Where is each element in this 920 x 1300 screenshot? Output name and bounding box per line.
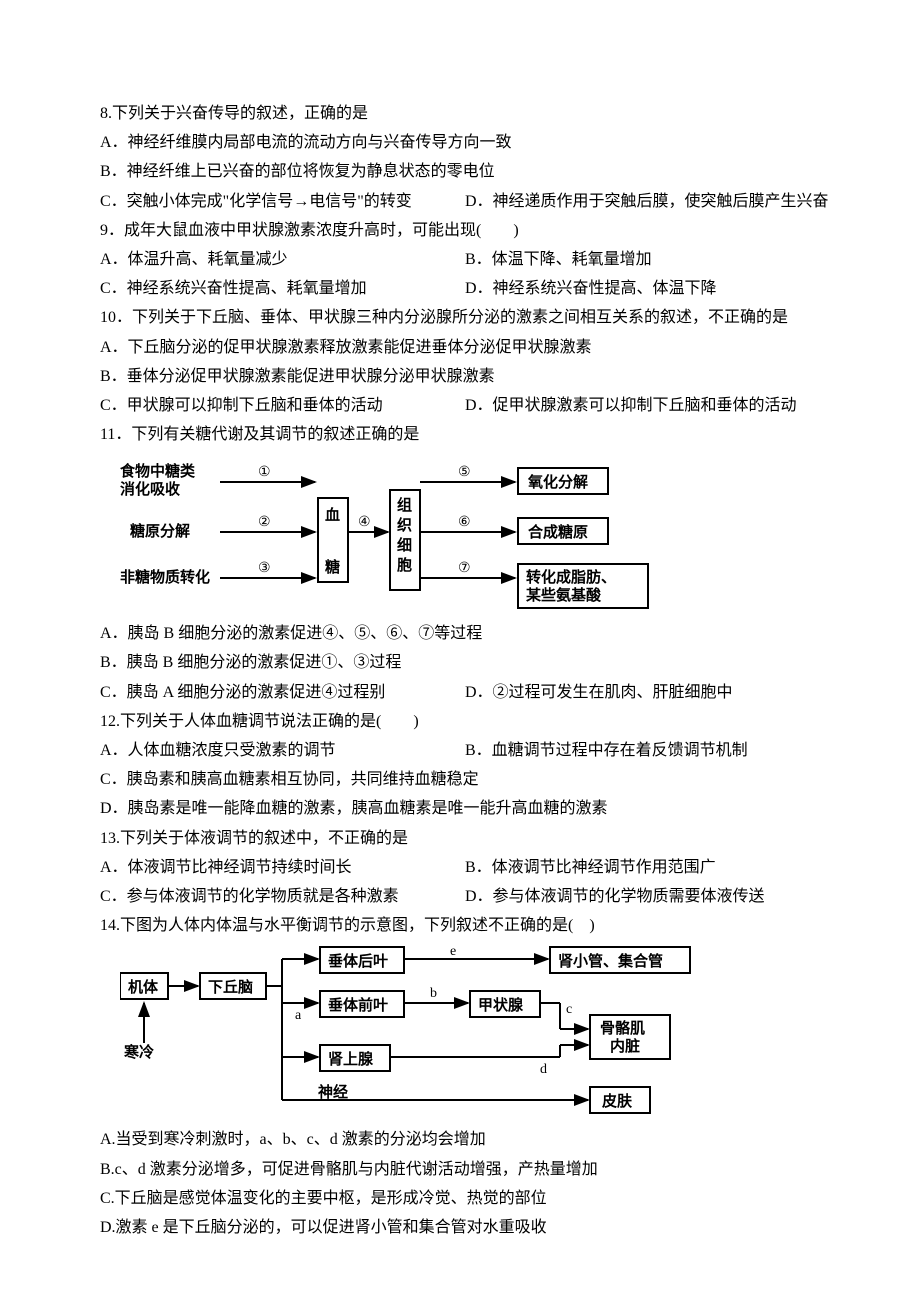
q8-opt-d: D．神经递质作用于突触后膜，使突触后膜产生兴奋 [465,188,830,215]
q14-opt-d: D.激素 e 是下丘脑分泌的，可以促进肾小管和集合管对水重吸收 [100,1214,830,1241]
q8-opt-c: C．突触小体完成"化学信号→电信号"的转变 [100,188,465,215]
svg-text:②: ② [258,515,271,530]
svg-text:消化吸收: 消化吸收 [120,480,180,498]
q12-opt-c: C．胰岛素和胰高血糖素相互协同，共同维持血糖稳定 [100,766,830,793]
q13-opt-d: D．参与体液调节的化学物质需要体液传送 [465,883,830,910]
svg-text:细: 细 [397,536,412,554]
svg-text:血: 血 [325,506,340,524]
q10-opt-a: A．下丘脑分泌的促甲状腺激素释放激素能促进垂体分泌促甲状腺激素 [100,334,830,361]
svg-text:下丘脑: 下丘脑 [208,978,253,996]
q9-opt-b: B．体温下降、耗氧量增加 [465,246,830,273]
q10-opt-c: C．甲状腺可以抑制下丘脑和垂体的活动 [100,392,465,419]
svg-text:氧化分解: 氧化分解 [527,473,588,491]
svg-text:a: a [295,1008,302,1023]
svg-text:糖: 糖 [325,558,340,576]
svg-text:机体: 机体 [128,978,159,996]
svg-text:垂体前叶: 垂体前叶 [328,996,388,1014]
q12-opt-a: A．人体血糖浓度只受激素的调节 [100,737,465,764]
svg-text:垂体后叶: 垂体后叶 [328,952,388,970]
q13-opt-a: A．体液调节比神经调节持续时间长 [100,854,465,881]
svg-text:糖原分解: 糖原分解 [130,522,190,540]
svg-text:d: d [540,1062,547,1077]
q14-opt-b: B.c、d 激素分泌增多，可促进骨骼肌与内脏代谢活动增强，产热量增加 [100,1156,830,1183]
q8-opt-b: B．神经纤维上已兴奋的部位将恢复为静息状态的零电位 [100,158,830,185]
svg-text:食物中糖类: 食物中糖类 [120,462,196,480]
q11-diagram: 食物中糖类 消化吸收 糖原分解 非糖物质转化 ① ② ③ 血 糖 ④ 组 织 细… [120,454,680,614]
q12-opt-d: D．胰岛素是唯一能降血糖的激素，胰高血糖素是唯一能升高血糖的激素 [100,795,830,822]
q13-opt-b: B．体液调节比神经调节作用范围广 [465,854,830,881]
q10-opt-b: B．垂体分泌促甲状腺激素能促进甲状腺分泌甲状腺激素 [100,363,830,390]
svg-text:骨骼肌: 骨骼肌 [600,1019,645,1037]
svg-text:胞: 胞 [396,556,412,574]
svg-text:织: 织 [397,516,412,534]
q10-opt-d: D．促甲状腺激素可以抑制下丘脑和垂体的活动 [465,392,830,419]
q11-opt-a: A．胰岛 B 细胞分泌的激素促进④、⑤、⑥、⑦等过程 [100,620,830,647]
q11-stem: 11．下列有关糖代谢及其调节的叙述正确的是 [100,421,830,448]
svg-text:⑦: ⑦ [458,561,471,576]
svg-text:肾小管、集合管: 肾小管、集合管 [558,952,663,970]
q13-opt-c: C．参与体液调节的化学物质就是各种激素 [100,883,465,910]
q13-stem: 13.下列关于体液调节的叙述中，不正确的是 [100,825,830,852]
svg-text:合成糖原: 合成糖原 [527,523,588,541]
svg-text:⑤: ⑤ [458,465,471,480]
svg-text:④: ④ [358,515,371,530]
svg-text:皮肤: 皮肤 [602,1092,633,1110]
svg-text:转化成脂肪、: 转化成脂肪、 [526,568,616,586]
svg-text:某些氨基酸: 某些氨基酸 [526,586,602,604]
q11-opt-c: C．胰岛 A 细胞分泌的激素促进④过程别 [100,679,465,706]
q11-opt-b: B．胰岛 B 细胞分泌的激素促进①、③过程 [100,649,830,676]
svg-text:肾上腺: 肾上腺 [328,1050,374,1068]
svg-text:①: ① [258,465,271,480]
q12-stem: 12.下列关于人体血糖调节说法正确的是( ) [100,708,830,735]
svg-text:组: 组 [397,496,412,514]
svg-text:⑥: ⑥ [458,515,471,530]
q9-opt-a: A．体温升高、耗氧量减少 [100,246,465,273]
q14-opt-c: C.下丘脑是感觉体温变化的主要中枢，是形成冷觉、热觉的部位 [100,1185,830,1212]
svg-text:寒冷: 寒冷 [124,1043,154,1061]
svg-text:③: ③ [258,561,271,576]
q8-opt-a: A．神经纤维膜内局部电流的流动方向与兴奋传导方向一致 [100,129,830,156]
svg-text:e: e [450,945,456,959]
q14-diagram: 机体 寒冷 下丘脑 垂体后叶 a 垂体前叶 肾上腺 神经 e 肾小管、集合管 b… [120,945,740,1120]
q9-opt-d: D．神经系统兴奋性提高、体温下降 [465,275,830,302]
svg-text:c: c [566,1002,572,1017]
svg-text:非糖物质转化: 非糖物质转化 [120,568,210,586]
q12-opt-b: B．血糖调节过程中存在着反馈调节机制 [465,737,830,764]
q9-stem: 9．成年大鼠血液中甲状腺激素浓度升高时，可能出现( ) [100,217,830,244]
svg-text:内脏: 内脏 [610,1037,640,1055]
q8-stem: 8.下列关于兴奋传导的叙述，正确的是 [100,100,830,127]
q9-opt-c: C．神经系统兴奋性提高、耗氧量增加 [100,275,465,302]
q14-opt-a: A.当受到寒冷刺激时，a、b、c、d 激素的分泌均会增加 [100,1126,830,1153]
q11-opt-d: D．②过程可发生在肌肉、肝脏细胞中 [465,679,830,706]
q14-stem: 14.下图为人体内体温与水平衡调节的示意图，下列叙述不正确的是( ) [100,912,830,939]
svg-text:甲状腺: 甲状腺 [478,996,524,1014]
svg-text:b: b [430,986,437,1001]
svg-text:神经: 神经 [318,1083,348,1101]
q10-stem: 10．下列关于下丘脑、垂体、甲状腺三种内分泌腺所分泌的激素之间相互关系的叙述，不… [100,304,830,331]
